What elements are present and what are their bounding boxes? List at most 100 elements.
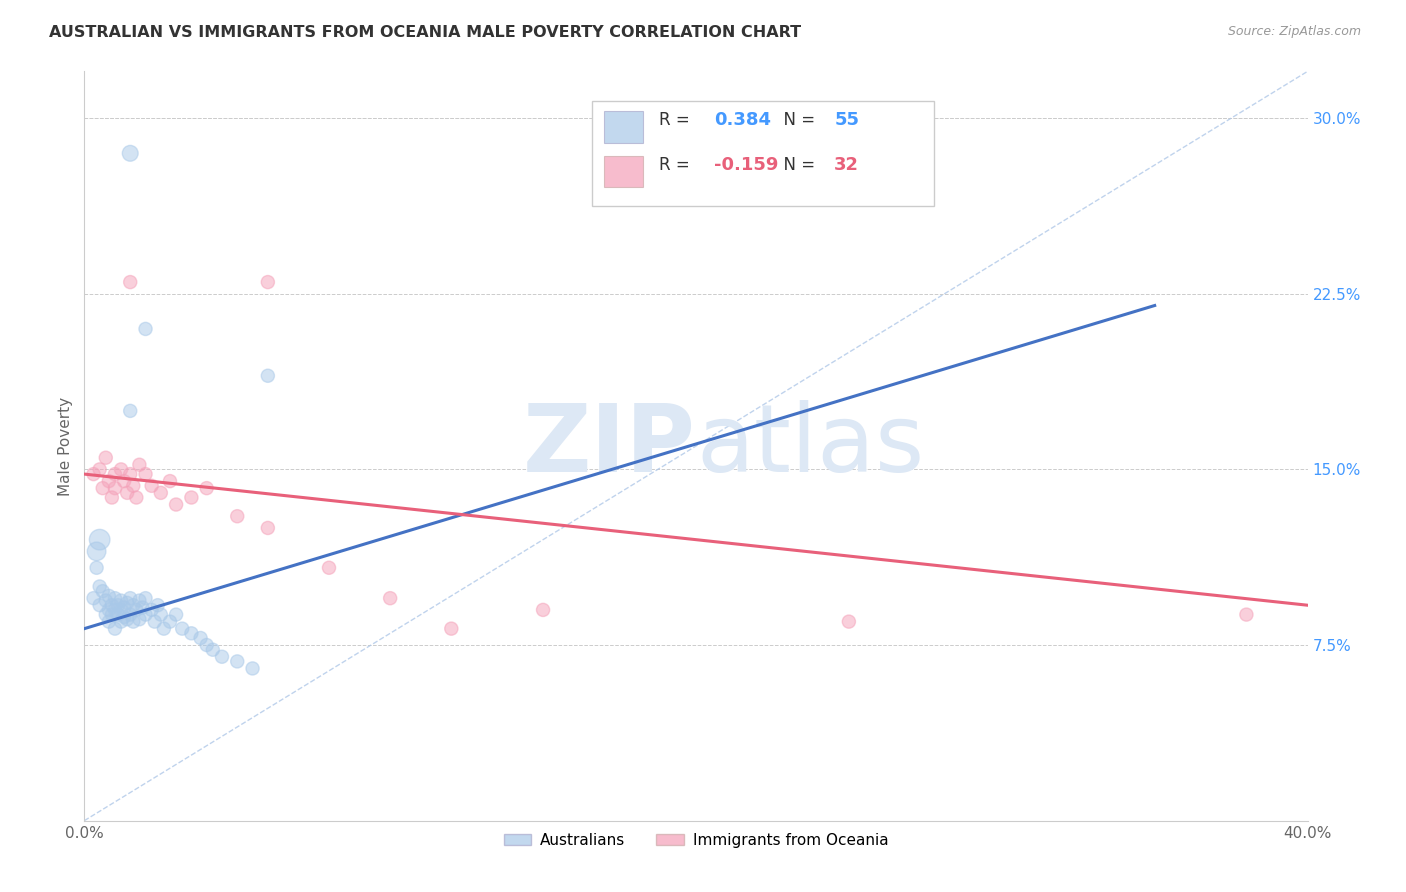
Point	[318, 561, 340, 575]
Point	[112, 610, 135, 624]
Point	[101, 607, 124, 622]
Text: -0.159: -0.159	[714, 156, 779, 174]
Point	[211, 649, 233, 664]
Point	[146, 599, 169, 613]
Point	[128, 593, 150, 607]
Point	[107, 599, 129, 613]
FancyBboxPatch shape	[605, 112, 644, 143]
Text: AUSTRALIAN VS IMMIGRANTS FROM OCEANIA MALE POVERTY CORRELATION CHART: AUSTRALIAN VS IMMIGRANTS FROM OCEANIA MA…	[49, 25, 801, 40]
Point	[153, 622, 176, 636]
Point	[104, 467, 127, 482]
Point	[141, 603, 163, 617]
Point	[149, 607, 172, 622]
Point	[141, 479, 163, 493]
Text: Source: ZipAtlas.com: Source: ZipAtlas.com	[1227, 25, 1361, 38]
Point	[257, 521, 280, 535]
Point	[112, 474, 135, 488]
Point	[91, 481, 114, 495]
Text: atlas: atlas	[696, 400, 924, 492]
Point	[89, 599, 111, 613]
Point	[104, 622, 127, 636]
Point	[97, 589, 120, 603]
Text: N =: N =	[773, 112, 821, 129]
Text: R =: R =	[659, 112, 696, 129]
Point	[131, 600, 153, 615]
Point	[122, 615, 145, 629]
Point	[135, 322, 157, 336]
Point	[110, 603, 132, 617]
Point	[101, 599, 124, 613]
Point	[125, 603, 148, 617]
Point	[120, 591, 142, 606]
Point	[83, 467, 105, 482]
Point	[115, 485, 138, 500]
Point	[125, 491, 148, 505]
Y-axis label: Male Poverty: Male Poverty	[58, 396, 73, 496]
Point	[226, 509, 249, 524]
Point	[149, 485, 172, 500]
Point	[101, 491, 124, 505]
Point	[94, 607, 117, 622]
Point	[94, 593, 117, 607]
Point	[104, 481, 127, 495]
Point	[180, 491, 202, 505]
Point	[89, 580, 111, 594]
Point	[531, 603, 554, 617]
Point	[120, 467, 142, 482]
Point	[165, 498, 187, 512]
Text: 32: 32	[834, 156, 859, 174]
Point	[97, 603, 120, 617]
Point	[180, 626, 202, 640]
Point	[838, 615, 860, 629]
Point	[104, 603, 127, 617]
Point	[195, 481, 218, 495]
Point	[159, 615, 181, 629]
Point	[120, 404, 142, 418]
Text: ZIP: ZIP	[523, 400, 696, 492]
Point	[91, 584, 114, 599]
Point	[120, 146, 142, 161]
Point	[135, 607, 157, 622]
Point	[110, 615, 132, 629]
Point	[89, 533, 111, 547]
Point	[94, 450, 117, 465]
FancyBboxPatch shape	[592, 102, 935, 206]
Text: 55: 55	[834, 112, 859, 129]
Point	[172, 622, 194, 636]
Point	[110, 593, 132, 607]
Text: N =: N =	[773, 156, 821, 174]
Point	[195, 638, 218, 652]
Point	[165, 607, 187, 622]
Point	[122, 599, 145, 613]
Point	[110, 462, 132, 476]
Point	[201, 642, 224, 657]
Point	[115, 612, 138, 626]
Text: 0.384: 0.384	[714, 112, 772, 129]
Point	[97, 474, 120, 488]
Point	[112, 600, 135, 615]
Point	[122, 479, 145, 493]
Point	[89, 462, 111, 476]
Point	[120, 275, 142, 289]
Point	[83, 591, 105, 606]
Point	[107, 607, 129, 622]
Point	[135, 467, 157, 482]
Point	[97, 615, 120, 629]
Point	[86, 544, 108, 558]
Point	[128, 612, 150, 626]
FancyBboxPatch shape	[605, 156, 644, 187]
Point	[242, 661, 264, 675]
Point	[120, 607, 142, 622]
Point	[143, 615, 166, 629]
Point	[257, 368, 280, 383]
Point	[86, 561, 108, 575]
Point	[104, 591, 127, 606]
Point	[1236, 607, 1258, 622]
Text: R =: R =	[659, 156, 696, 174]
Point	[135, 591, 157, 606]
Legend: Australians, Immigrants from Oceania: Australians, Immigrants from Oceania	[498, 827, 894, 855]
Point	[440, 622, 463, 636]
Point	[190, 631, 212, 645]
Point	[115, 596, 138, 610]
Point	[159, 474, 181, 488]
